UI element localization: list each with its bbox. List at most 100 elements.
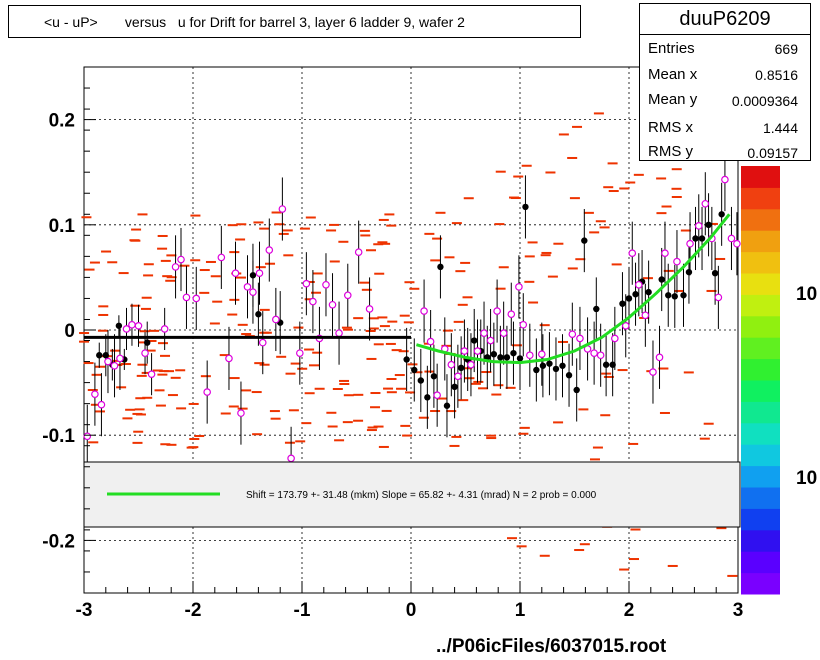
profile-point-open [590, 349, 598, 357]
histogram-cell [132, 412, 143, 415]
profile-point-open [641, 311, 650, 320]
profile-point-open [128, 320, 136, 329]
histogram-cell [436, 397, 447, 400]
histogram-cell [574, 549, 585, 552]
profile-point-open [91, 390, 99, 398]
histogram-cell [81, 216, 92, 219]
profile-point-open [661, 249, 669, 258]
histogram-cell [579, 543, 590, 546]
histogram-cell [432, 237, 443, 240]
histogram-cell [133, 430, 144, 433]
stat-label-rms-y: RMS y [648, 143, 693, 160]
histogram-cell [190, 259, 201, 262]
histogram-cell [671, 187, 682, 190]
histogram-cell [599, 226, 610, 229]
profile-point [522, 203, 529, 211]
profile-point-open [265, 246, 274, 254]
histogram-cell [524, 255, 535, 258]
histogram-cell [674, 289, 685, 292]
histogram-cell [157, 342, 168, 345]
histogram-cell [409, 287, 420, 290]
histogram-cell [658, 367, 669, 370]
histogram-cell [304, 298, 315, 301]
profile-point-open [171, 263, 180, 271]
palette-cell [741, 187, 780, 210]
histogram-cell [458, 399, 469, 402]
palette-cell [741, 380, 780, 402]
profile-point [609, 361, 616, 368]
histogram-cell [659, 411, 670, 414]
x-tick-label: 3 [733, 600, 744, 621]
profile-point [619, 300, 626, 307]
histogram-cell [518, 432, 529, 435]
profile-point [645, 288, 652, 296]
x-tick-label: 0 [406, 600, 417, 621]
histogram-cell [152, 369, 163, 372]
profile-point [565, 372, 573, 379]
histogram-cell [235, 238, 246, 241]
histogram-cell [326, 411, 337, 414]
histogram-cell [132, 441, 143, 444]
palette-cell [741, 294, 780, 317]
histogram-cell [379, 325, 390, 328]
histogram-cell [270, 417, 281, 420]
profile-point-open [225, 354, 233, 363]
profile-point-open [721, 175, 729, 184]
histogram-cell [160, 354, 171, 357]
histogram-cell [301, 422, 312, 425]
histogram-cell [595, 220, 606, 223]
histogram-cell [98, 313, 109, 316]
histogram-cell [137, 213, 148, 216]
histogram-cell [329, 223, 340, 226]
histogram-cell [166, 443, 177, 446]
histogram-cell [511, 344, 522, 347]
histogram-cell [259, 308, 270, 311]
fit-curve-right [415, 213, 731, 365]
histogram-cell [125, 408, 136, 411]
histogram-cell [509, 196, 520, 199]
histogram-cell [251, 391, 262, 394]
histogram-cell [142, 396, 153, 399]
profile-point-open [147, 370, 156, 378]
histogram-cell [265, 262, 276, 265]
profile-point-open [499, 329, 508, 337]
histogram-cell [188, 446, 199, 449]
histogram-cell [656, 212, 667, 215]
histogram-cell [583, 211, 594, 214]
histogram-cell [332, 387, 343, 390]
histogram-cell [219, 354, 230, 357]
histogram-cell [716, 527, 727, 530]
histogram-cell [160, 443, 171, 446]
histogram-cell [444, 256, 455, 259]
profile-point-open [701, 199, 710, 208]
histogram-cell [79, 340, 90, 343]
profile-point-open [655, 353, 664, 362]
histogram-cell [88, 441, 99, 444]
histogram-cell [107, 261, 118, 264]
profile-point [705, 221, 712, 228]
profile-point [255, 311, 262, 318]
histogram-cell [703, 422, 714, 425]
histogram-cell [600, 414, 611, 417]
histogram-cell [118, 272, 129, 275]
y-tick-label: 0.1 [49, 216, 76, 237]
histogram-cell [97, 329, 108, 332]
histogram-cell [378, 445, 389, 448]
profile-point-open [621, 321, 630, 330]
profile-point-open [237, 409, 245, 417]
profile-point [680, 292, 687, 299]
histogram-cell [464, 377, 475, 380]
stat-value-mean-y: 0.0009364 [731, 93, 798, 109]
profile-point [671, 293, 678, 300]
histogram-cell [386, 391, 397, 394]
palette-cell [741, 208, 780, 231]
histogram-cell [521, 164, 532, 167]
histogram-cell [326, 229, 337, 232]
histogram-cell [235, 276, 246, 279]
palette-label: 10 [796, 284, 817, 305]
histogram-cell [339, 379, 350, 382]
stat-value-rms-y: 0.09157 [747, 145, 798, 161]
histogram-cell [495, 287, 506, 290]
histogram-cell [141, 296, 152, 299]
histogram-cell [237, 323, 248, 326]
